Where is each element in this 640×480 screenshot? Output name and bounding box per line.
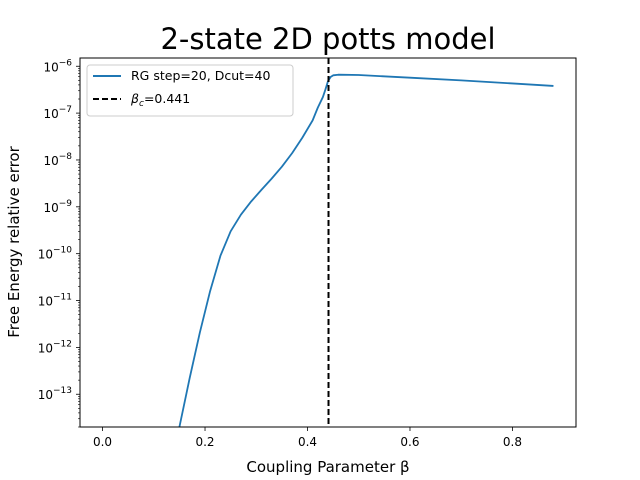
y-tick-label: 10−8: [43, 152, 72, 168]
x-axis-label: Coupling Parameter β: [246, 458, 409, 476]
x-tick-label: 0.0: [93, 435, 112, 449]
plot-frame: [79, 57, 577, 428]
y-tick-exponent: −8: [59, 152, 73, 162]
legend-betac-symbol: β: [130, 91, 139, 106]
legend-betac-rest: =0.441: [144, 91, 190, 106]
y-tick-base: 10: [43, 154, 58, 168]
chart-title: 2-state 2D potts model: [160, 22, 495, 56]
legend: RG step=20, Dcut=40 βc=0.441: [86, 64, 294, 117]
x-axis: 0.0 0.2 0.4 0.6 0.8: [93, 427, 522, 449]
y-tick-exponent: −10: [53, 246, 72, 256]
y-tick-exponent: −12: [53, 339, 72, 349]
y-tick-exponent: −7: [59, 105, 72, 115]
series-line-rg: [178, 73, 554, 427]
y-tick-label: 10−11: [38, 293, 72, 309]
y-tick-base: 10: [43, 60, 58, 74]
y-tick-base: 10: [38, 248, 53, 262]
y-axis-label: Free Energy relative error: [5, 145, 23, 337]
x-tick-label: 0.4: [298, 435, 317, 449]
y-tick-base: 10: [43, 201, 58, 215]
y-tick-exponent: −11: [53, 293, 72, 303]
y-tick-label: 10−13: [38, 386, 72, 402]
y-tick-base: 10: [43, 107, 58, 121]
y-tick-label: 10−12: [38, 339, 72, 355]
legend-box: [86, 64, 294, 117]
y-tick-label: 10−7: [43, 105, 72, 121]
y-tick-label: 10−10: [38, 246, 73, 262]
legend-betac-sub: c: [139, 99, 144, 109]
y-tick-exponent: −6: [59, 58, 73, 68]
y-tick-exponent: −9: [59, 199, 73, 209]
x-tick-label: 0.6: [400, 435, 419, 449]
y-tick-base: 10: [38, 341, 53, 355]
y-tick-exponent: −13: [53, 386, 72, 396]
x-tick-label: 0.2: [195, 435, 214, 449]
legend-label-rg: RG step=20, Dcut=40: [131, 68, 270, 83]
y-tick-base: 10: [38, 295, 53, 309]
legend-label-betac: βc=0.441: [130, 91, 190, 109]
x-tick-label: 0.8: [503, 435, 522, 449]
y-tick-base: 10: [38, 388, 53, 402]
y-tick-label: 10−9: [43, 199, 72, 215]
y-tick-label: 10−6: [43, 58, 72, 74]
plot-content: [178, 58, 554, 427]
